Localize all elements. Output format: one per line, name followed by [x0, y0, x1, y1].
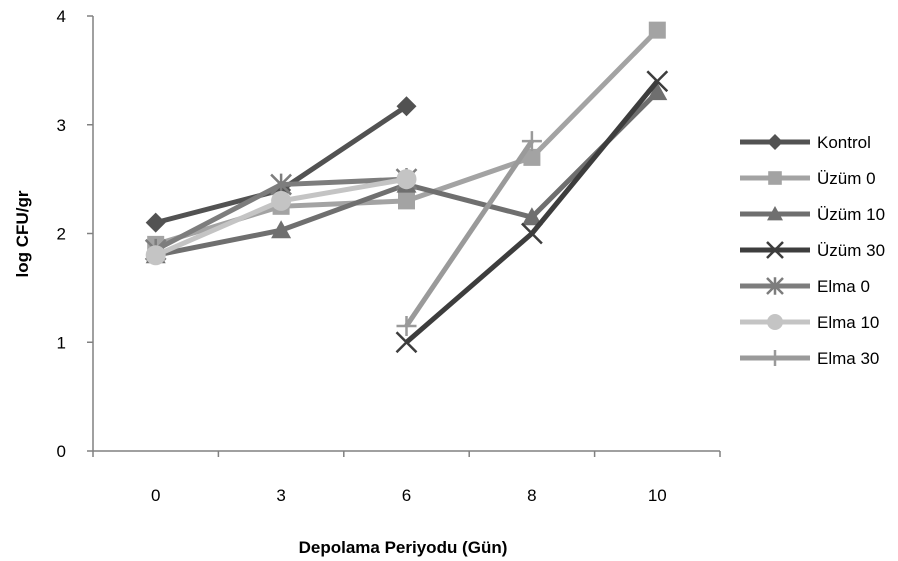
data-point	[396, 96, 417, 117]
legend-label: Üzüm 0	[817, 169, 876, 188]
legend-label: Elma 30	[817, 349, 879, 368]
data-point	[521, 207, 542, 226]
series-üzüm-30	[395, 70, 669, 354]
data-point	[766, 277, 784, 295]
legend-item: Elma 0	[740, 277, 870, 296]
data-point	[767, 314, 783, 330]
data-point	[271, 220, 292, 239]
legend-item: Üzüm 10	[740, 205, 885, 224]
y-tick-label: 4	[57, 7, 66, 26]
legend-label: Elma 0	[817, 277, 870, 296]
series-elma-30	[396, 131, 542, 336]
y-tick-label: 2	[57, 225, 66, 244]
legend-label: Üzüm 30	[817, 241, 885, 260]
data-point	[648, 21, 666, 39]
data-point	[767, 350, 783, 366]
legend-item: Üzüm 30	[740, 241, 885, 260]
data-point	[396, 169, 417, 190]
legend-item: Elma 10	[740, 313, 879, 332]
x-tick-label: 0	[151, 486, 160, 505]
series-üzüm-0	[147, 21, 666, 253]
x-tick-label: 6	[402, 486, 411, 505]
legend-label: Elma 10	[817, 313, 879, 332]
data-point	[768, 171, 782, 185]
data-point	[646, 70, 669, 93]
x-tick-label: 10	[648, 486, 667, 505]
y-tick-label: 3	[57, 116, 66, 135]
y-tick-label: 1	[57, 333, 66, 352]
ticks: 0 1 2 3 4 0 3 6 8 10	[57, 7, 721, 505]
legend-item: Kontrol	[740, 133, 871, 152]
data-point	[395, 331, 418, 354]
y-axis-title: log CFU/gr	[13, 190, 32, 277]
data-point	[523, 148, 541, 166]
legend-label: Üzüm 10	[817, 205, 885, 224]
data-point	[145, 245, 166, 266]
data-point	[647, 82, 668, 101]
legend: Kontrol Üzüm 0 Üzüm 10 Üzüm 30 Elma 0 Elma 10…	[740, 133, 885, 368]
data-point	[398, 192, 415, 210]
legend-item: Üzüm 0	[740, 169, 876, 188]
series-line	[404, 139, 534, 328]
x-tick-label: 8	[527, 486, 536, 505]
data-point	[396, 315, 417, 336]
series-layer	[144, 21, 669, 354]
legend-label: Kontrol	[817, 133, 871, 152]
data-point	[766, 241, 784, 259]
y-tick-label: 0	[57, 442, 66, 461]
x-axis-title: Depolama Periyodu (Gün)	[299, 538, 508, 557]
data-point	[767, 206, 783, 221]
series-elma-10	[145, 169, 417, 266]
data-point	[521, 222, 543, 245]
x-tick-label: 3	[276, 486, 285, 505]
data-point	[521, 131, 542, 152]
data-point	[145, 212, 166, 233]
data-point	[271, 190, 292, 211]
legend-item: Elma 30	[740, 349, 879, 368]
data-point	[767, 134, 783, 150]
